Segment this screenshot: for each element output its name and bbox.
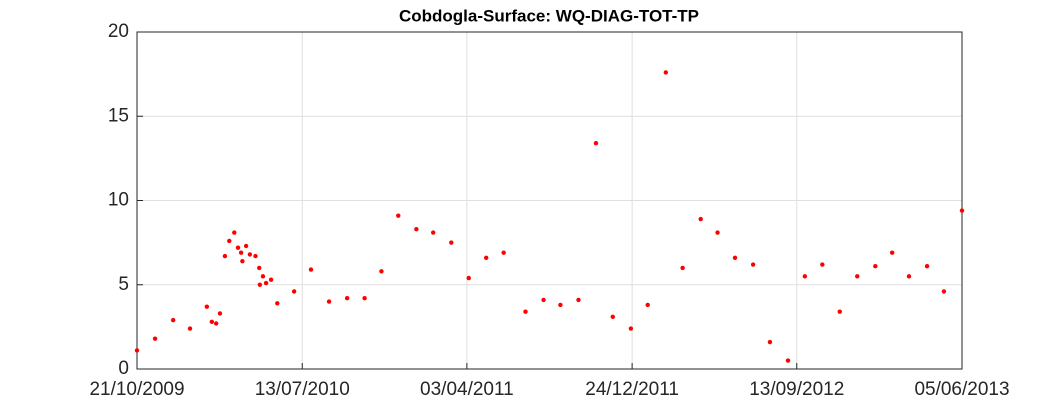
point	[396, 213, 401, 218]
point	[291, 289, 297, 294]
point	[558, 302, 563, 308]
point	[941, 289, 947, 294]
point	[802, 274, 808, 279]
x-tick-label: 03/04/2011	[420, 379, 514, 400]
point	[257, 265, 262, 271]
point	[576, 297, 581, 303]
x-tick-label: 05/06/2013	[914, 379, 1009, 400]
point	[308, 267, 314, 272]
point	[837, 309, 842, 314]
point	[134, 348, 140, 353]
point	[263, 280, 269, 286]
point	[628, 326, 634, 331]
point	[820, 262, 825, 267]
point	[541, 297, 546, 303]
point	[326, 299, 332, 304]
y-tick-label: 5	[118, 274, 129, 295]
point	[362, 296, 367, 301]
point	[663, 70, 668, 75]
point	[889, 250, 895, 255]
x-tick-label: 13/07/2010	[255, 379, 350, 400]
y-tick-label: 15	[108, 105, 129, 126]
point	[610, 314, 615, 319]
point	[152, 336, 158, 341]
point	[209, 319, 215, 325]
y-tick-label: 0	[118, 358, 129, 379]
point	[344, 296, 350, 301]
point	[232, 230, 237, 235]
point	[247, 252, 253, 257]
point	[379, 269, 384, 274]
plot-frame	[136, 31, 963, 370]
point	[449, 240, 454, 245]
point	[213, 321, 219, 326]
point	[924, 264, 930, 269]
point	[235, 245, 241, 250]
point	[414, 226, 419, 232]
point	[253, 253, 258, 259]
point	[227, 238, 232, 244]
chart-title: Cobdogla-Surface: WQ-DIAG-TOT-TP	[399, 6, 699, 25]
point	[680, 265, 685, 271]
point	[501, 250, 506, 255]
point	[698, 216, 703, 222]
x-tick-label: 13/09/2012	[749, 379, 844, 400]
point	[238, 250, 244, 255]
point	[785, 358, 791, 363]
point	[523, 309, 528, 314]
point	[275, 301, 280, 306]
point	[732, 255, 738, 260]
point	[204, 304, 210, 309]
point	[906, 274, 912, 279]
point	[431, 230, 436, 235]
point	[959, 208, 965, 213]
point	[243, 243, 249, 249]
point	[240, 258, 245, 264]
point	[645, 302, 650, 308]
point	[873, 264, 878, 269]
point	[260, 274, 266, 279]
point	[170, 317, 176, 323]
point	[268, 277, 274, 282]
point	[593, 141, 599, 146]
point	[484, 255, 489, 260]
point	[750, 262, 756, 267]
point	[715, 230, 720, 235]
point	[187, 326, 193, 331]
point	[257, 282, 263, 287]
y-tick-label: 10	[108, 190, 129, 211]
point	[767, 339, 773, 345]
point	[855, 274, 860, 279]
y-tick-label: 20	[108, 21, 129, 42]
point	[222, 253, 228, 259]
point	[217, 311, 223, 316]
x-tick-label: 21/10/2009	[89, 379, 184, 400]
x-tick-label: 24/12/2011	[585, 379, 679, 400]
point	[466, 275, 471, 281]
